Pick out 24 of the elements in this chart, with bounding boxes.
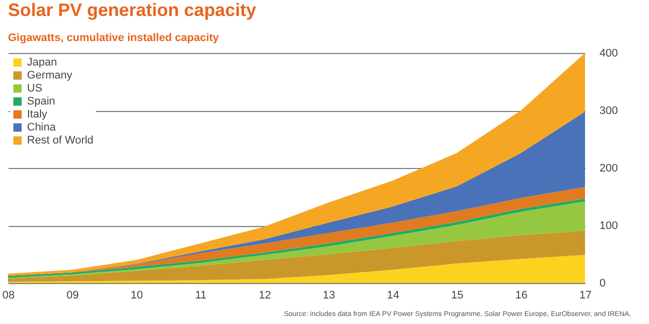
legend-label: US xyxy=(27,82,42,94)
x-tick-label: 09 xyxy=(66,290,79,302)
y-tick-label: 100 xyxy=(600,220,618,232)
y-tick-label: 200 xyxy=(600,162,618,174)
x-tick-label: 15 xyxy=(451,290,464,302)
x-tick-label: 12 xyxy=(258,290,272,302)
x-tick-label: 14 xyxy=(387,290,400,302)
legend-label: Spain xyxy=(27,96,56,108)
x-tick-label: 11 xyxy=(195,290,207,302)
chart-subtitle: Gigawatts, cumulative installed capacity xyxy=(8,32,220,44)
x-tick-label: 13 xyxy=(322,290,336,302)
legend-label: Japan xyxy=(27,56,57,68)
legend-label: Germany xyxy=(27,70,73,82)
chart-title: Solar PV generation capacity xyxy=(8,0,256,20)
x-tick-label: 17 xyxy=(579,290,592,302)
y-tick-label: 300 xyxy=(600,105,618,117)
x-tick-label: 10 xyxy=(130,290,143,302)
x-tick-label: 16 xyxy=(515,290,528,302)
y-tick-label: 400 xyxy=(600,48,618,60)
x-tick-label: 08 xyxy=(2,290,15,302)
legend-label: Italy xyxy=(27,108,48,120)
legend-label: China xyxy=(27,122,57,134)
y-tick-label: 0 xyxy=(600,278,606,290)
legend-label: Rest of World xyxy=(27,134,94,146)
